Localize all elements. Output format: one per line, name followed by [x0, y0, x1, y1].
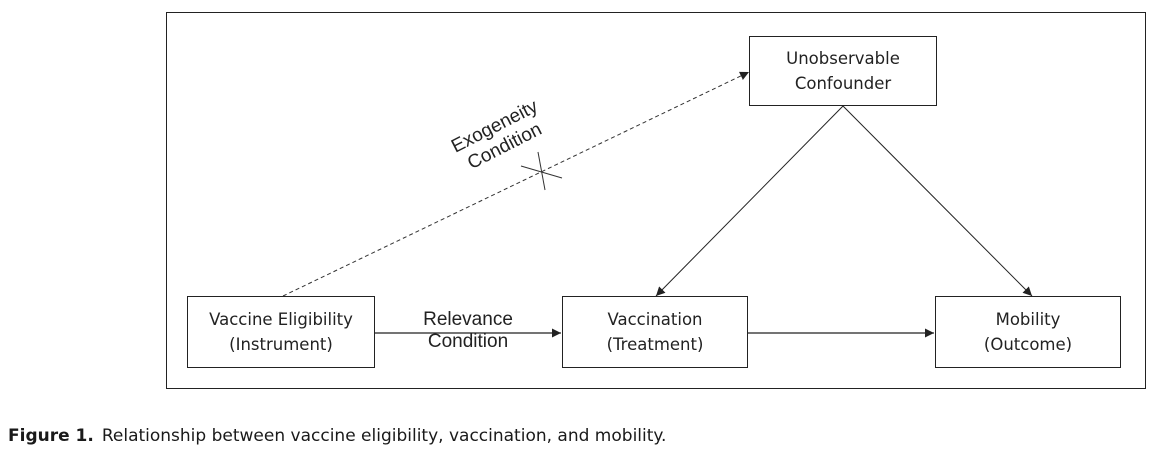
figure-caption: Figure 1. Relationship between vaccine el… [8, 426, 666, 446]
treatment-node: Vaccination (Treatment) [562, 296, 748, 368]
confounder-node-line2: Confounder [794, 74, 892, 93]
diagram-frame [166, 12, 1146, 389]
instrument-node-line1: Vaccine Eligibility [209, 310, 353, 329]
exogeneity-cross-mark-2 [537, 151, 546, 191]
confounder-node: Unobservable Confounder [749, 36, 937, 106]
instrument-node-line2: (Instrument) [229, 335, 333, 354]
treatment-node-line1: Vaccination [607, 310, 703, 329]
relevance-label-line2: Condition [427, 331, 509, 352]
relevance-label-line1: Relevance [423, 309, 513, 330]
treatment-node-line2: (Treatment) [606, 335, 704, 354]
confounder-node-line1: Unobservable [786, 49, 900, 68]
instrument-node: Vaccine Eligibility (Instrument) [187, 296, 375, 368]
relevance-condition-label: Relevance Condition [398, 309, 538, 353]
outcome-node: Mobility (Outcome) [935, 296, 1121, 368]
figure-caption-text: Relationship between vaccine eligibility… [101, 426, 667, 446]
confounder-treatment-arrow [655, 105, 844, 297]
confounder-outcome-arrow [842, 105, 1033, 297]
outcome-node-line1: Mobility [995, 310, 1061, 329]
outcome-node-line2: (Outcome) [983, 335, 1073, 354]
figure-caption-label: Figure 1. [8, 426, 94, 446]
exogeneity-arrow [282, 71, 750, 297]
